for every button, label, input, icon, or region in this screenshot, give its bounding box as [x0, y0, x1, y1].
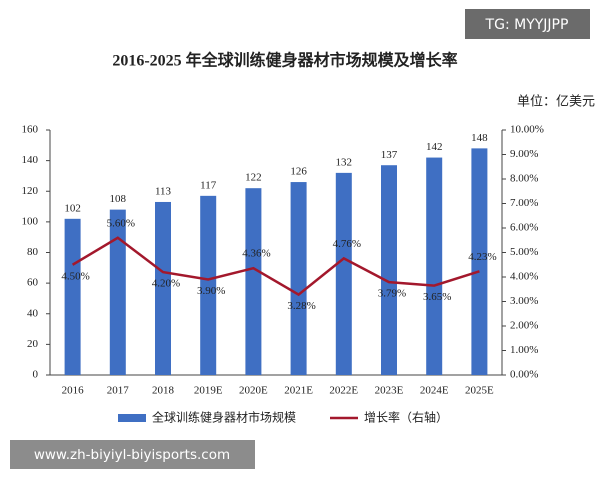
data-label: 3.65%: [423, 291, 451, 303]
chart-title: 2016-2025 年全球训练健身器材市场规模及增长率: [112, 51, 457, 70]
data-label: 132: [336, 156, 353, 168]
legend-label: 全球训练健身器材市场规模: [152, 410, 296, 425]
data-label: 126: [290, 166, 307, 178]
y-tick-label: 140: [22, 154, 39, 166]
y2-tick-label: 10.00%: [510, 124, 544, 136]
data-label: 117: [200, 179, 217, 191]
data-label: 122: [245, 172, 262, 184]
y2-tick-label: 4.00%: [510, 271, 538, 283]
data-label: 3.90%: [197, 285, 225, 297]
data-label: 4.20%: [152, 278, 180, 290]
data-label: 108: [110, 193, 127, 205]
y-tick-label: 20: [27, 338, 39, 350]
y-tick-label: 120: [22, 185, 39, 197]
bar: [471, 148, 488, 375]
bar: [200, 195, 217, 375]
watermark-box: [10, 440, 255, 469]
data-label: 142: [426, 141, 443, 153]
bar: [245, 188, 262, 375]
x-tick-label: 2024E: [420, 385, 449, 397]
data-label: 148: [471, 132, 488, 144]
y-tick-label: 100: [22, 215, 39, 227]
data-label: 113: [155, 186, 172, 198]
data-label: 102: [64, 202, 81, 214]
y-tick-label: 0: [33, 369, 39, 381]
x-tick-label: 2018: [152, 385, 175, 397]
watermark-box: [465, 9, 590, 39]
y-tick-label: 80: [27, 246, 39, 258]
bar: [64, 218, 81, 375]
x-tick-label: 2023E: [375, 385, 404, 397]
y2-tick-label: 9.00%: [510, 148, 538, 160]
x-tick-label: 2022E: [329, 385, 358, 397]
bar: [335, 172, 352, 375]
data-label: 5.60%: [107, 217, 135, 229]
y-tick-label: 40: [27, 307, 39, 319]
y2-tick-label: 0.00%: [510, 369, 538, 381]
y2-tick-label: 8.00%: [510, 173, 538, 185]
data-label: 4.23%: [468, 251, 496, 263]
legend-swatch: [118, 414, 146, 422]
y-tick-label: 160: [22, 124, 39, 136]
bar: [155, 201, 171, 375]
y2-tick-label: 6.00%: [510, 222, 538, 234]
bar: [426, 157, 443, 375]
data-label: 3.28%: [287, 300, 315, 312]
data-label: 3.79%: [378, 288, 406, 300]
y2-tick-label: 7.00%: [510, 197, 538, 209]
x-tick-label: 2025E: [465, 385, 494, 397]
watermark: TG: MYYJJPP: [485, 17, 569, 33]
x-tick-label: 2019E: [194, 385, 223, 397]
data-label: 4.50%: [61, 270, 89, 282]
x-tick-label: 2021E: [284, 385, 313, 397]
data-label: 137: [381, 149, 398, 161]
bar: [109, 209, 126, 375]
watermark: www.zh-biyiyl-biyisports.com: [34, 447, 230, 463]
x-tick-label: 2020E: [239, 385, 268, 397]
unit-label: 单位：亿美元: [517, 95, 595, 110]
y2-tick-label: 1.00%: [510, 344, 538, 356]
data-label: 4.36%: [242, 248, 270, 260]
y2-tick-label: 3.00%: [510, 295, 538, 307]
x-tick-label: 2016: [62, 385, 85, 397]
y-tick-label: 60: [27, 277, 39, 289]
x-tick-label: 2017: [107, 385, 130, 397]
y2-tick-label: 5.00%: [510, 246, 538, 258]
line: [71, 236, 480, 297]
y2-tick-label: 2.00%: [510, 320, 538, 332]
legend-label: 增长率（右轴）: [364, 410, 448, 425]
bar: [290, 182, 307, 375]
data-label: 4.76%: [333, 238, 361, 250]
bar: [381, 165, 397, 375]
